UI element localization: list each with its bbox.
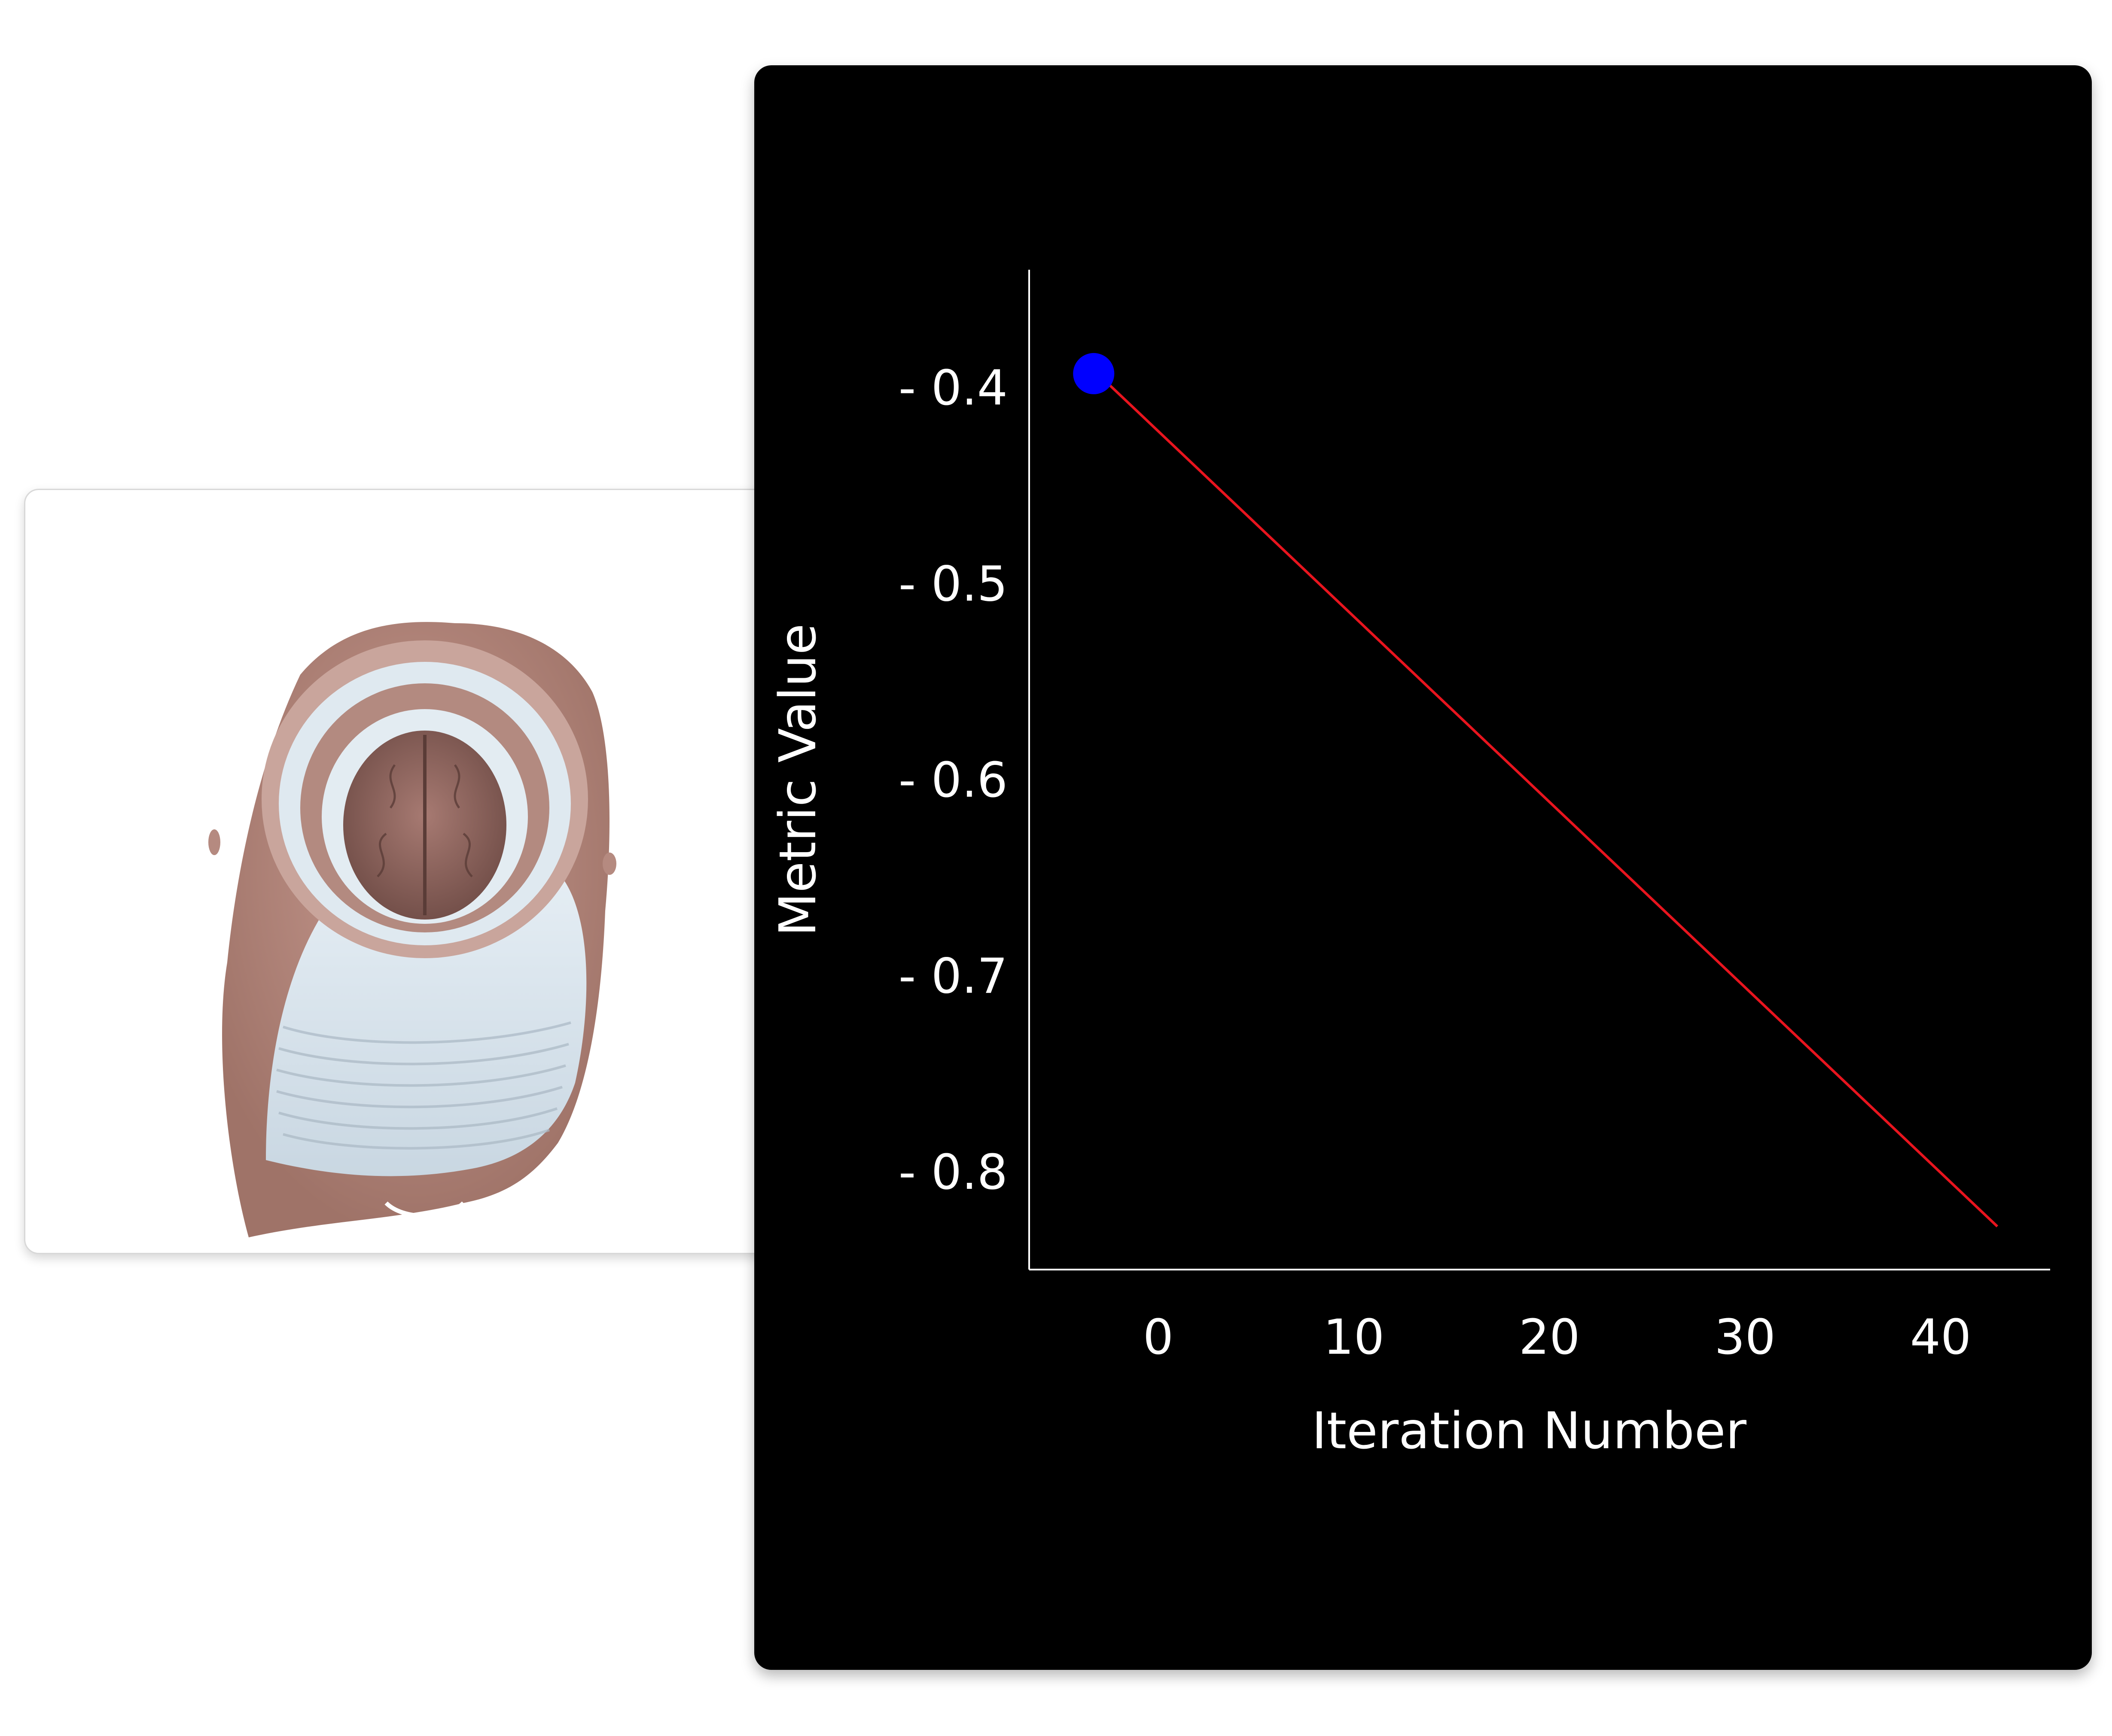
metric-series-line <box>1098 375 1999 1227</box>
y-tick-label: - 0.7 <box>899 948 1008 1004</box>
x-tick-label: 0 <box>1143 1310 1173 1365</box>
y-tick-label: - 0.6 <box>899 752 1008 808</box>
x-tick-label: 30 <box>1714 1310 1776 1365</box>
current-iteration-marker <box>1073 353 1115 394</box>
y-tick-label: - 0.4 <box>899 360 1008 416</box>
y-axis-title: Metric Value <box>768 624 827 936</box>
metric-line-chart: - 0.4 - 0.5 - 0.6 - 0.7 - 0.8 0 10 20 30 40 Iter… <box>768 270 2050 1460</box>
volume-render-panel <box>24 489 834 1254</box>
y-tick-label: - 0.5 <box>899 556 1008 612</box>
head-render-image <box>208 622 616 1237</box>
metric-chart-panel: - 0.4 - 0.5 - 0.6 - 0.7 - 0.8 0 10 20 30 40 Iter… <box>754 65 2092 1670</box>
y-tick-label: - 0.8 <box>899 1145 1008 1200</box>
x-axis-title: Iteration Number <box>1312 1401 1747 1460</box>
x-tick-label: 40 <box>1910 1310 1972 1365</box>
x-tick-label: 20 <box>1519 1310 1580 1365</box>
x-tick-label: 10 <box>1323 1310 1385 1365</box>
